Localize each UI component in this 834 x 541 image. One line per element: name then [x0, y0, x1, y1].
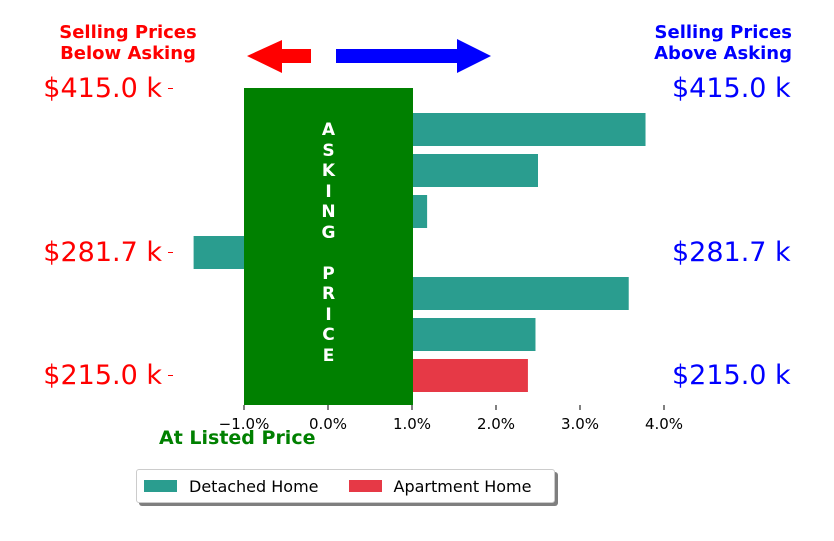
below-asking-line2: Below Asking — [60, 43, 196, 64]
above-asking-header: Selling Prices Above Asking — [654, 22, 792, 64]
x-tick-label-3: 1.0% — [393, 415, 431, 433]
legend-label-apartment: Apartment Home — [393, 476, 532, 496]
asking-letter: G — [321, 222, 336, 243]
x-tick-label-5: 3.0% — [561, 415, 599, 433]
asking-letter: P — [322, 263, 335, 284]
y-tick-mid — [168, 252, 173, 253]
asking-letter: I — [325, 181, 332, 202]
below-asking-line1: Selling Prices — [59, 22, 197, 43]
legend-label-detached: Detached Home — [189, 476, 319, 496]
legend-item-detached: Detached Home — [144, 477, 319, 496]
y-tick-bottom — [168, 375, 173, 376]
price-label-left-top: $415.0 k — [43, 73, 162, 104]
x-tick-label-1: −1.0% — [219, 415, 270, 433]
asking-letter: S — [322, 140, 335, 161]
price-label-left-mid: $281.7 k — [43, 237, 162, 268]
price-label-right-bottom: $215.0 k — [672, 360, 791, 391]
asking-letter: N — [321, 202, 336, 222]
x-axis: −1.0% 0.0% 1.0% 2.0% 3.0% 4.0% — [219, 405, 683, 433]
asking-letter: R — [321, 284, 336, 304]
price-label-right-top: $415.0 k — [672, 73, 791, 104]
legend-swatch-apartment — [348, 480, 382, 492]
x-tick-label-2: 0.0% — [309, 415, 347, 433]
legend-swatch-detached — [144, 480, 177, 492]
above-asking-line1: Selling Prices — [654, 22, 792, 43]
left-arrow-icon — [247, 40, 311, 73]
asking-letter: E — [322, 345, 335, 366]
asking-letter: A — [321, 120, 336, 140]
asking-letter: I — [325, 304, 332, 325]
legend: Detached Home Apartment Home — [136, 469, 555, 503]
x-tick-label-4: 2.0% — [477, 415, 515, 433]
legend-item-apartment: Apartment Home — [348, 476, 532, 496]
at-listed-price-label: At Listed Price — [159, 427, 316, 449]
y-tick-top — [168, 88, 173, 89]
asking-letter: C — [322, 325, 335, 345]
below-asking-header: Selling Prices Below Asking — [20, 22, 236, 64]
asking-letter — [244, 243, 413, 264]
x-tick-label-6: 4.0% — [645, 415, 683, 433]
price-label-right-mid: $281.7 k — [672, 237, 791, 268]
right-arrow-icon — [336, 39, 491, 73]
above-asking-line2: Above Asking — [654, 43, 792, 64]
price-label-left-bottom: $215.0 k — [43, 360, 162, 391]
asking-letter: K — [321, 161, 336, 181]
